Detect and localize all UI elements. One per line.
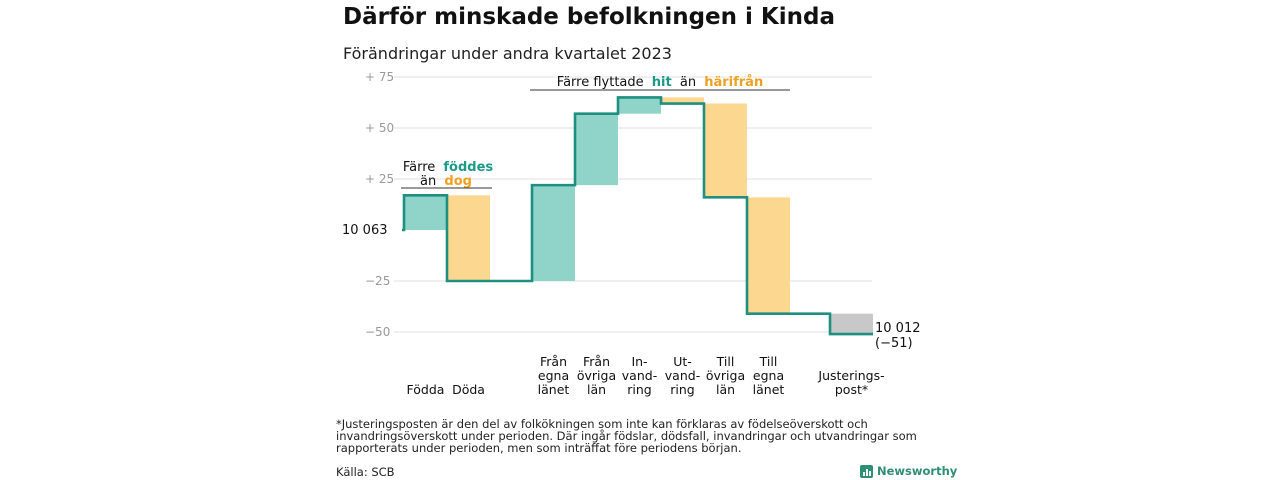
x-category-label: In-vand-ring bbox=[622, 354, 657, 397]
annotation-births-highlight: föddes bbox=[443, 160, 493, 175]
y-tick-label: + 25 bbox=[365, 172, 394, 186]
bar-in-vandring bbox=[618, 97, 661, 114]
y-axis-ticks: + 75 + 50 + 25 −25 −50 bbox=[365, 70, 394, 339]
svg-text:Färre föddes: Färre föddes bbox=[403, 160, 494, 175]
x-category-label: Till egna länet bbox=[753, 354, 785, 397]
annotation-births-text: Färre bbox=[403, 160, 435, 175]
x-category-label: Justerings-post* bbox=[817, 368, 884, 397]
annotation-deaths-highlight: dog bbox=[444, 174, 472, 189]
step-line bbox=[402, 96, 873, 336]
x-category-label: Födda bbox=[407, 382, 445, 397]
end-value-label: 10 012 bbox=[875, 321, 921, 336]
svg-text:än dog: än dog bbox=[420, 174, 472, 189]
brand[interactable]: Newsworthy bbox=[860, 464, 957, 478]
cumulative-step-line bbox=[402, 96, 873, 336]
brand-name: Newsworthy bbox=[877, 464, 958, 478]
chart-subtitle: Förändringar under andra kvartalet 2023 bbox=[343, 44, 672, 63]
footnote: *Justeringsposten är den del av folkökni… bbox=[336, 417, 917, 455]
waterfall-chart: + 75 + 50 + 25 −25 −50 Födda Döda Från egna läne… bbox=[342, 70, 921, 397]
source-label: Källa: SCB bbox=[336, 465, 395, 479]
start-value-label: 10 063 bbox=[342, 223, 388, 238]
y-tick-label: + 75 bbox=[365, 70, 394, 84]
annotation-migration: Färre flyttade hit än härifrån bbox=[530, 75, 790, 91]
bar-döda bbox=[447, 195, 490, 281]
bar-till-egna-länet bbox=[747, 197, 790, 314]
x-category-label: Ut-vand-ring bbox=[665, 354, 700, 397]
bar-från-egna-länet bbox=[532, 185, 575, 281]
annotation-migration-highlight-harifran: härifrån bbox=[704, 75, 763, 90]
bar-till-övriga-län bbox=[704, 103, 747, 198]
bar-födda bbox=[404, 195, 447, 230]
y-tick-label: + 50 bbox=[365, 121, 394, 135]
x-category-label: Från egna länet bbox=[538, 354, 570, 397]
chart-title: Därför minskade befolkningen i Kinda bbox=[343, 4, 835, 30]
annotation-migration-text-mid: än bbox=[680, 75, 696, 90]
x-category-label: Till övriga län bbox=[706, 354, 745, 397]
bar-från-övriga-län bbox=[575, 113, 618, 186]
x-category-label: Döda bbox=[452, 382, 485, 397]
bar-chart-logo-icon bbox=[860, 464, 873, 478]
end-change-label: (−51) bbox=[875, 336, 913, 351]
y-tick-label: −25 bbox=[365, 274, 390, 288]
annotation-migration-text: Färre flyttade bbox=[557, 75, 644, 90]
bars bbox=[404, 97, 873, 335]
y-tick-label: −50 bbox=[365, 325, 390, 339]
bar-justeringspost- bbox=[830, 313, 873, 335]
annotation-births-text-2: än bbox=[420, 174, 436, 189]
x-category-label: Från övriga län bbox=[577, 354, 616, 397]
annotation-migration-highlight-hit: hit bbox=[652, 75, 672, 90]
annotation-births: Färre föddes än dog bbox=[401, 160, 493, 189]
bar-ut-vandring bbox=[661, 97, 704, 104]
svg-text:Färre flyttade hit: Färre flyttade hit än härifrån bbox=[557, 75, 763, 90]
